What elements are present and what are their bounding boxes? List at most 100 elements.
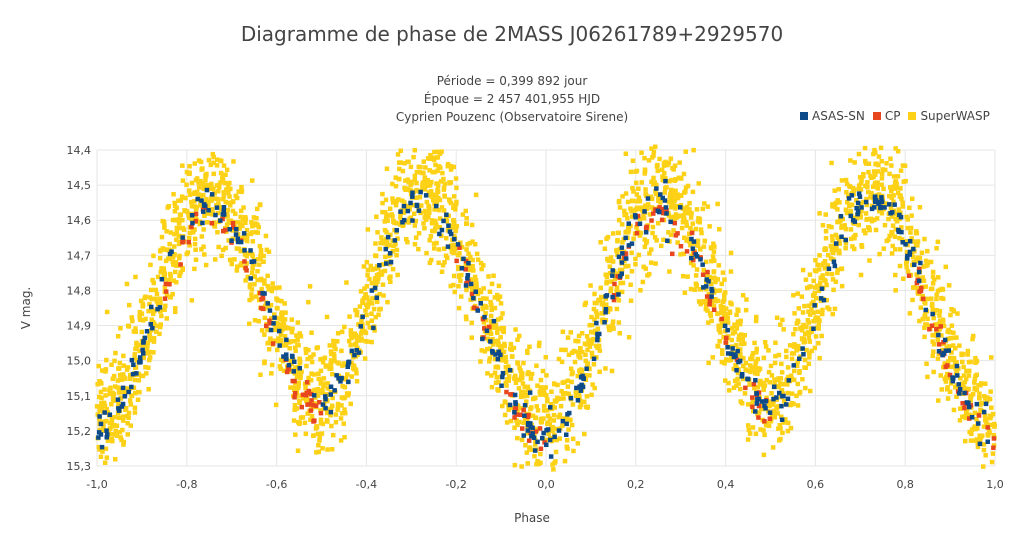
superwasp-point <box>536 343 542 349</box>
superwasp-point <box>703 306 709 312</box>
asas-sn-point <box>142 335 148 341</box>
asas-sn-point <box>233 232 239 237</box>
superwasp-point <box>390 266 396 272</box>
superwasp-point <box>776 376 781 381</box>
superwasp-point <box>974 437 979 442</box>
superwasp-point <box>474 251 480 257</box>
superwasp-point <box>879 159 884 164</box>
superwasp-point <box>787 343 793 348</box>
superwasp-point <box>446 213 451 219</box>
superwasp-point <box>529 371 535 377</box>
superwasp-point <box>381 241 387 246</box>
superwasp-point <box>267 339 273 344</box>
superwasp-point <box>168 230 174 235</box>
superwasp-point <box>770 402 776 407</box>
superwasp-point <box>739 341 744 347</box>
superwasp-point <box>695 219 701 224</box>
superwasp-point <box>769 413 775 418</box>
superwasp-point <box>734 342 739 348</box>
superwasp-point <box>721 335 726 340</box>
superwasp-point <box>484 305 489 310</box>
superwasp-point <box>193 257 199 262</box>
superwasp-point <box>375 265 381 271</box>
superwasp-point <box>875 186 880 191</box>
asas-sn-point <box>855 209 861 214</box>
superwasp-point <box>437 216 443 221</box>
superwasp-point <box>606 324 611 329</box>
superwasp-point <box>719 281 724 287</box>
legend-item-asas-sn[interactable]: ASAS-SN <box>800 109 865 123</box>
superwasp-point <box>920 316 925 322</box>
superwasp-point <box>432 149 437 155</box>
superwasp-point <box>842 223 847 228</box>
superwasp-point <box>292 387 297 392</box>
superwasp-point <box>487 327 493 333</box>
superwasp-point <box>963 438 968 444</box>
superwasp-point <box>764 421 770 426</box>
superwasp-point <box>456 305 462 311</box>
superwasp-point <box>654 238 659 243</box>
cp-point <box>689 230 695 236</box>
superwasp-point <box>348 401 353 407</box>
superwasp-point <box>668 232 674 238</box>
cp-point <box>542 440 547 445</box>
superwasp-point <box>877 209 882 214</box>
cp-point <box>707 298 713 303</box>
x-tick-label: 1,0 <box>986 478 1004 491</box>
superwasp-point <box>589 314 594 320</box>
superwasp-point <box>774 315 780 320</box>
superwasp-point <box>971 333 976 339</box>
asas-sn-point <box>529 433 534 439</box>
superwasp-point <box>653 261 658 266</box>
superwasp-point <box>512 425 517 430</box>
superwasp-point <box>634 180 639 186</box>
superwasp-point <box>867 216 873 222</box>
superwasp-point <box>199 167 204 172</box>
superwasp-point <box>428 155 433 160</box>
superwasp-point <box>517 365 522 370</box>
superwasp-point <box>618 267 623 273</box>
superwasp-point <box>202 252 207 257</box>
superwasp-point <box>327 366 332 372</box>
superwasp-point <box>115 334 121 339</box>
superwasp-point <box>928 259 934 265</box>
superwasp-point <box>173 217 178 223</box>
superwasp-point <box>816 322 821 327</box>
superwasp-point <box>538 377 544 383</box>
superwasp-point <box>327 343 332 348</box>
legend-item-cp[interactable]: CP <box>872 109 900 123</box>
superwasp-point <box>504 383 509 388</box>
cp-point <box>533 429 539 434</box>
chart-subtitle-author: Cyprien Pouzenc (Observatoire Sirene) <box>395 110 629 124</box>
asas-sn-point <box>626 243 632 248</box>
superwasp-point <box>961 373 967 378</box>
superwasp-point <box>948 312 953 318</box>
superwasp-point <box>720 351 725 356</box>
superwasp-point <box>968 398 973 403</box>
superwasp-point <box>736 336 741 341</box>
superwasp-point <box>374 214 379 219</box>
superwasp-point <box>170 254 176 260</box>
superwasp-point <box>894 185 899 190</box>
asas-sn-point <box>521 433 526 438</box>
legend-item-superwasp[interactable]: SuperWASP <box>908 109 990 123</box>
superwasp-point <box>616 298 622 303</box>
superwasp-point <box>112 432 118 437</box>
superwasp-point <box>440 263 446 268</box>
superwasp-point <box>889 163 894 168</box>
superwasp-point <box>831 257 836 262</box>
superwasp-point <box>709 318 714 324</box>
superwasp-point <box>187 215 192 220</box>
superwasp-point <box>964 376 969 382</box>
superwasp-point <box>541 408 547 413</box>
superwasp-point <box>775 411 780 416</box>
superwasp-point <box>404 203 409 209</box>
superwasp-point <box>566 427 571 432</box>
superwasp-point <box>140 318 146 323</box>
cp-point <box>517 412 523 417</box>
superwasp-point <box>258 253 263 259</box>
superwasp-point <box>231 159 236 164</box>
superwasp-point <box>791 344 797 349</box>
asas-sn-point <box>277 343 282 348</box>
superwasp-point <box>806 361 812 366</box>
